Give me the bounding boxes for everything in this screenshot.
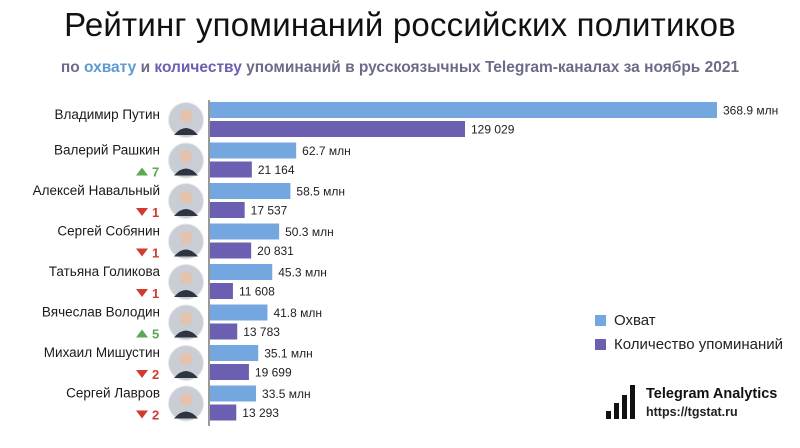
avatar-face — [179, 352, 193, 366]
data-label-reach: 62.7 млн — [302, 144, 351, 158]
subtitle: по охвату и количеству упоминаний в русс… — [0, 59, 800, 77]
data-label-count: 11 608 — [239, 285, 275, 299]
bar-count — [210, 202, 245, 218]
data-label-reach: 33.5 млн — [262, 387, 311, 401]
data-label-count: 17 537 — [251, 204, 288, 218]
rank-down-icon — [136, 248, 148, 257]
data-label-reach: 368.9 млн — [723, 104, 778, 118]
rank-up-icon — [136, 329, 148, 338]
bars-logo-icon — [606, 385, 638, 419]
data-label-reach: 35.1 млн — [264, 347, 313, 361]
category-label: Валерий Рашкин — [54, 143, 160, 158]
category-label: Татьяна Голикова — [49, 264, 161, 279]
rank-change-value: 1 — [152, 205, 159, 220]
legend-item-count: Количество упоминаний — [595, 332, 783, 356]
data-label-reach: 58.5 млн — [296, 185, 345, 199]
brand-text: Telegram Analytics https://tgstat.ru — [646, 386, 777, 419]
category-label: Сергей Собянин — [57, 224, 160, 239]
bar-count — [210, 404, 237, 421]
avatar-face — [179, 109, 193, 123]
data-label-count: 19 699 — [255, 366, 292, 380]
avatar-suit — [174, 411, 198, 419]
data-label-count: 13 783 — [243, 325, 280, 339]
bar-reach — [210, 142, 297, 159]
rank-change-value: 1 — [152, 286, 159, 301]
data-label-reach: 41.8 млн — [273, 306, 322, 320]
avatar-face — [179, 312, 193, 325]
brand-name: Telegram Analytics — [646, 386, 778, 402]
subtitle-count: количеству — [154, 59, 242, 76]
legend-label-count: Количество упоминаний — [614, 335, 784, 353]
avatar-suit — [174, 330, 198, 338]
category-label: Михаил Мишустин — [44, 345, 160, 360]
rank-down-icon — [136, 370, 148, 378]
category-label: Сергей Лавров — [66, 386, 160, 401]
bar-count — [210, 323, 238, 340]
bar-count — [210, 364, 249, 380]
bar-reach — [210, 264, 273, 280]
rank-change-value: 2 — [152, 367, 159, 382]
rank-change-value: 2 — [152, 408, 159, 423]
avatar-face — [179, 271, 193, 285]
legend-label-reach: Охват — [614, 311, 656, 329]
rank-change-value: 1 — [152, 246, 159, 261]
bar-reach — [210, 183, 291, 199]
legend: Охват Количество упоминаний — [595, 308, 783, 356]
avatar-face — [179, 150, 193, 163]
bar-count — [210, 161, 252, 178]
data-label-count: 13 293 — [242, 406, 279, 420]
data-label-count: 21 164 — [258, 163, 295, 177]
bar-reach — [210, 385, 257, 402]
avatar-suit — [174, 168, 198, 176]
subtitle-post: упоминаний в русскоязычных Telegram-кана… — [241, 59, 740, 76]
avatar-suit — [174, 209, 198, 216]
bar-reach — [210, 102, 717, 118]
bar-count — [210, 242, 252, 259]
avatar-suit — [174, 128, 198, 135]
bar-reach — [210, 223, 280, 240]
subtitle-mid: и — [136, 59, 155, 76]
avatar-face — [179, 190, 193, 204]
bar-count — [210, 121, 465, 137]
avatar-suit — [174, 249, 198, 257]
brand-url: https://tgstat.ru — [646, 405, 738, 419]
avatar-face — [179, 231, 193, 244]
data-label-count: 129 029 — [471, 123, 515, 137]
brand-logo: Telegram Analytics https://tgstat.ru — [606, 385, 777, 419]
subtitle-pre: по — [60, 59, 85, 76]
avatar-face — [179, 393, 193, 406]
avatar-suit — [174, 371, 198, 378]
bar-reach — [210, 304, 268, 321]
rank-change-value: 5 — [152, 327, 159, 342]
legend-item-reach: Охват — [595, 308, 783, 332]
category-label: Владимир Путин — [54, 107, 160, 122]
bar-count — [210, 283, 233, 299]
avatar-suit — [174, 290, 198, 297]
bar-reach — [210, 345, 259, 361]
category-label: Вячеслав Володин — [42, 305, 160, 320]
rank-down-icon — [136, 208, 148, 216]
page-title: Рейтинг упоминаний российских политиков — [64, 6, 736, 43]
legend-swatch-count — [595, 338, 606, 350]
rank-down-icon — [136, 289, 148, 297]
data-label-count: 20 831 — [257, 244, 294, 258]
legend-swatch-reach — [595, 314, 606, 326]
data-label-reach: 50.3 млн — [285, 225, 334, 239]
rank-down-icon — [136, 410, 148, 419]
rank-change-value: 7 — [152, 165, 159, 180]
subtitle-reach: охвату — [84, 59, 137, 76]
data-label-reach: 45.3 млн — [278, 266, 327, 280]
category-label: Алексей Навальный — [33, 183, 160, 198]
rank-up-icon — [136, 167, 148, 176]
